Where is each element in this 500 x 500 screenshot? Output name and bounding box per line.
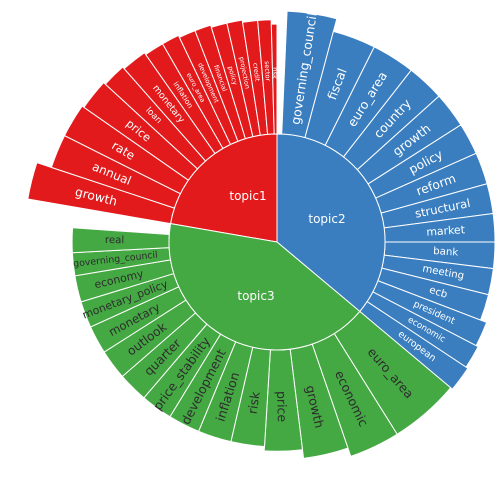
segment-topic2 bbox=[276, 133, 386, 313]
segment-topic3 bbox=[168, 223, 361, 351]
segment-topic1 bbox=[169, 133, 278, 243]
